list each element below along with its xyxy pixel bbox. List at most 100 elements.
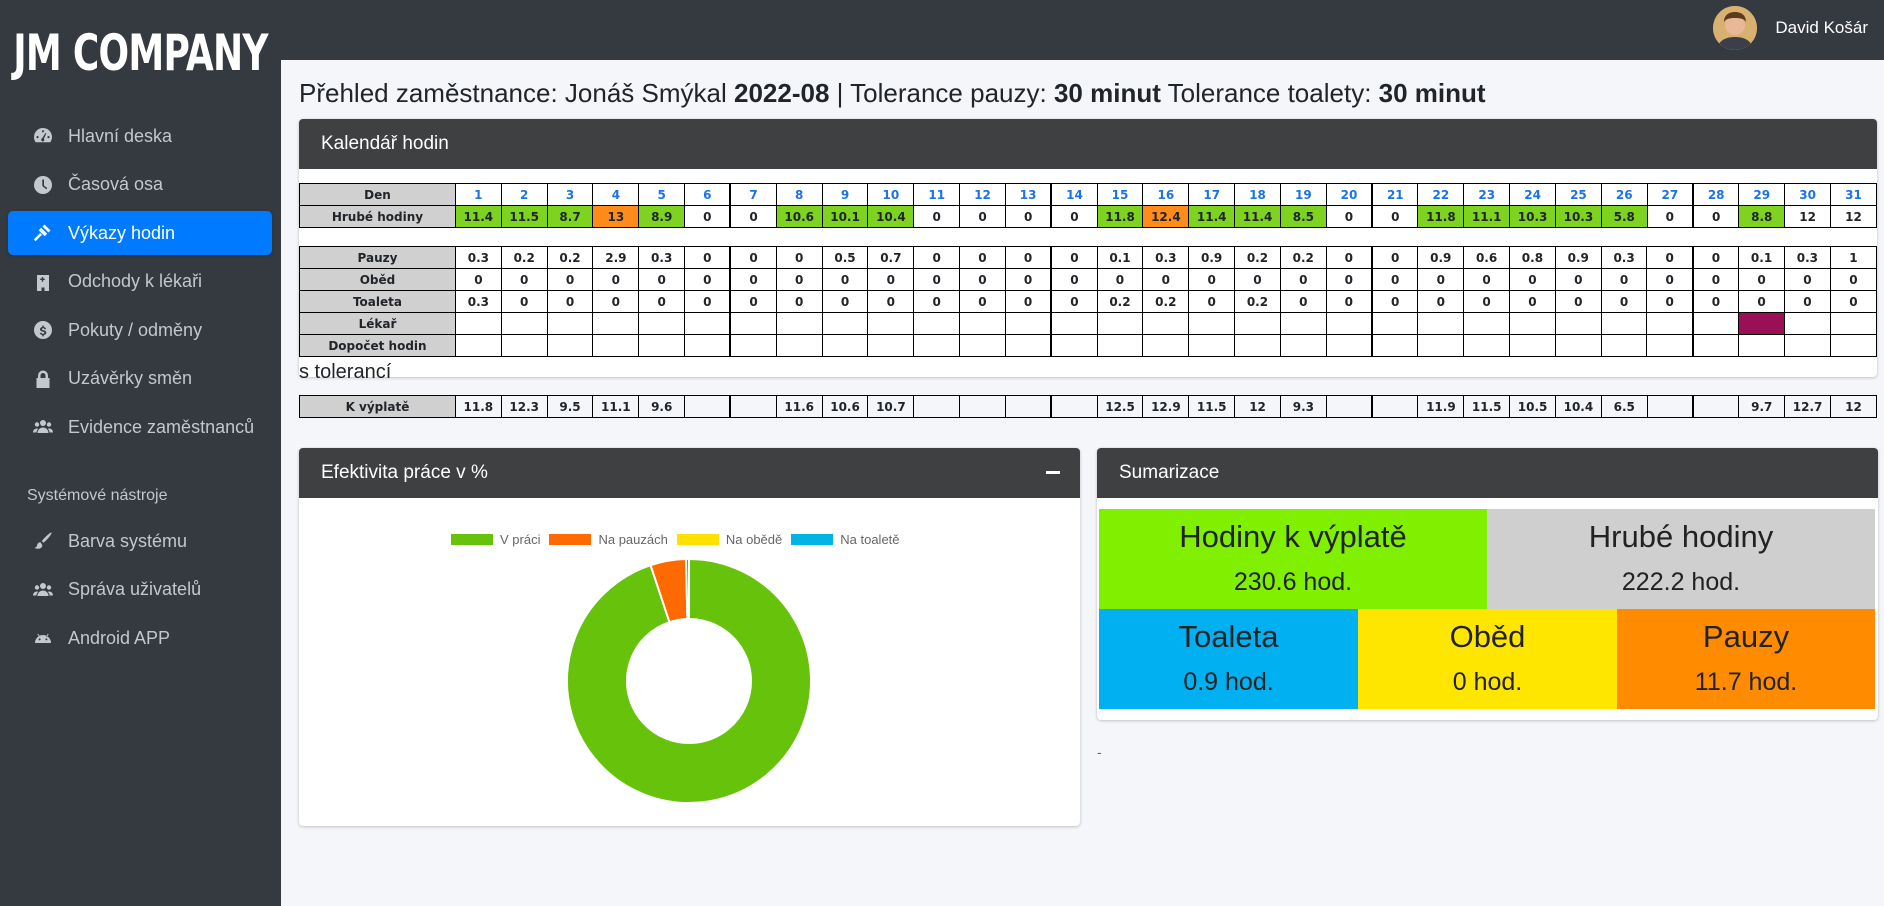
pauses-cell: 0.2 (500, 246, 548, 269)
extra-hours-cell (684, 334, 731, 357)
day-cell: 7 (729, 183, 777, 206)
row-label-pauses: Pauzy (299, 246, 456, 269)
day-cell: 11 (913, 183, 961, 206)
calendar-table-gross: Den 1 2 3 4 5 6 7 8 9 10 11 12 13 14 15 16 17 18 19 20 21 22 23… (299, 183, 1878, 228)
day-row: Den 1 2 3 4 5 6 7 8 9 10 11 12 13 14 15 16 17 18 19 20 21 22 23… (299, 183, 1878, 206)
toilet-cell: 0 (684, 290, 731, 313)
pay-cell: 12.3 (500, 395, 548, 418)
pauses-cell: 0.2 (1279, 246, 1327, 269)
gross-cell: 8.9 (638, 205, 686, 228)
lunch-cell: 0 (1646, 268, 1694, 291)
lunch-cell: 0 (867, 268, 915, 291)
day-cell: 20 (1325, 183, 1373, 206)
pauses-cell: 2.9 (592, 246, 640, 269)
doctor-row: Lékař (299, 312, 1878, 335)
donut-slice[interactable] (566, 558, 812, 804)
legend-swatch (791, 534, 834, 545)
tile-title: Hodiny k výplatě (1179, 519, 1407, 554)
paint-brush-icon (30, 531, 56, 551)
day-cell: 17 (1188, 183, 1236, 206)
pay-cell (913, 395, 961, 418)
gross-cell: 10.3 (1509, 205, 1556, 228)
clock-icon (30, 175, 56, 195)
doctor-cell (1554, 312, 1602, 335)
legend-item[interactable]: Na toaletě (791, 532, 900, 547)
toilet-cell: 0 (729, 290, 777, 313)
toilet-cell: 0.2 (1096, 290, 1144, 313)
collapse-button[interactable] (1046, 471, 1060, 474)
tile-pay-hours: Hodiny k výplatě 230.6 hod. (1099, 509, 1487, 609)
title-pause-tolerance: 30 minut (1053, 78, 1161, 108)
sidebar-item-timesheets[interactable]: Výkazy hodin (8, 211, 272, 255)
sidebar-item-system-color[interactable]: Barva systému (8, 519, 272, 563)
avatar (1713, 6, 1758, 50)
toilet-cell: 0 (592, 290, 640, 313)
tolerance-caption: s tolerancí (299, 361, 392, 383)
title-mid: Tolerance toalety: (1160, 78, 1379, 108)
sidebar-item-shift-closures[interactable]: Uzávěrky směn (8, 357, 272, 401)
pauses-cell: 0.1 (1738, 246, 1785, 269)
legend-item[interactable]: Na obědě (676, 532, 783, 547)
extra-hours-cell (592, 334, 640, 357)
sidebar-item-label: Hlavní deska (68, 125, 173, 146)
lunch-cell: 0 (913, 268, 961, 291)
sidebar-item-timeline[interactable]: Časová osa (8, 163, 272, 207)
extra-hours-cell (1829, 334, 1878, 357)
extra-hours-row: Dopočet hodin (299, 334, 1878, 357)
sidebar-item-employees[interactable]: Evidence zaměstnanců (8, 405, 272, 449)
legend-label: V práci (500, 532, 541, 547)
legend-label: Na obědě (725, 532, 783, 547)
extra-hours-cell (1691, 334, 1740, 357)
day-cell: 29 (1738, 183, 1786, 206)
extra-hours-cell (1096, 334, 1144, 357)
legend-item[interactable]: V práci (451, 532, 540, 547)
day-cell: 6 (684, 183, 731, 206)
sidebar-item-user-management[interactable]: Správa uživatelů (8, 568, 272, 612)
extra-hours-cell (1600, 334, 1648, 357)
doctor-cell (1050, 312, 1098, 335)
lunch-cell: 0 (684, 268, 731, 291)
gross-cell: 0 (1325, 205, 1373, 228)
gross-cell: 0 (913, 205, 961, 228)
tile-pauses: Pauzy 11.7 hod. (1617, 609, 1875, 709)
pay-cell (1004, 395, 1052, 418)
sidebar-item-android-app[interactable]: Android APP (8, 616, 272, 660)
donut-slice[interactable] (684, 558, 690, 621)
row-label-pay: K výplatě (299, 395, 456, 418)
sidebar-item-doctor[interactable]: Odchody k lékaři (8, 260, 272, 304)
legend-item[interactable]: Na pauzách (549, 532, 668, 547)
extra-hours-cell (546, 334, 594, 357)
sidebar-item-fines[interactable]: Pokuty / odměny (8, 308, 272, 352)
pay-cell: 6.5 (1600, 395, 1648, 418)
tachometer-icon (30, 126, 56, 146)
extra-hours-cell (1371, 334, 1419, 357)
lunch-cell: 0 (1554, 268, 1602, 291)
extra-hours-cell (500, 334, 548, 357)
extra-hours-cell (638, 334, 686, 357)
page-title: Přehled zaměstnance: Jonáš Smýkal 2022-0… (299, 78, 1486, 109)
hospital-icon (30, 272, 56, 292)
tile-value: 0.9 hod. (1183, 668, 1274, 696)
day-cell: 26 (1600, 183, 1648, 206)
doctor-cell (454, 312, 502, 335)
gross-row: Hrubé hodiny 11.4 11.5 8.7 13 8.9 0 0 10.6 10.1 10… (299, 205, 1878, 228)
toilet-cell: 0 (546, 290, 594, 313)
gross-cell: 10.6 (775, 205, 823, 228)
pauses-cell: 0.9 (1188, 246, 1236, 269)
pay-row: K výplatě 11.8 12.3 9.5 11.1 9.6 11.6 10.6 10.7 1… (299, 395, 1878, 418)
user-menu[interactable]: David Košár (1713, 6, 1868, 50)
pay-cell: 12.5 (1096, 395, 1144, 418)
brand-logo[interactable]: JM COMPANY (13, 24, 268, 82)
day-cell: 3 (546, 183, 594, 206)
extra-hours-cell (1142, 334, 1190, 357)
lunch-cell: 0 (1463, 268, 1510, 291)
title-month: 2022-08 (734, 78, 830, 108)
day-cell: 31 (1829, 183, 1878, 206)
day-cell: 5 (638, 183, 686, 206)
pauses-row: Pauzy 0.3 0.2 0.2 2.9 0.3 0 0 0 0.5 0.7 0 0 0 0 0.1 0.3 0… (299, 246, 1878, 269)
pauses-cell: 0 (729, 246, 777, 269)
extra-hours-cell (775, 334, 823, 357)
lunch-cell: 0 (1738, 268, 1785, 291)
sidebar-item-label: Pokuty / odměny (68, 319, 203, 340)
sidebar-item-dashboard[interactable]: Hlavní deska (8, 114, 272, 158)
